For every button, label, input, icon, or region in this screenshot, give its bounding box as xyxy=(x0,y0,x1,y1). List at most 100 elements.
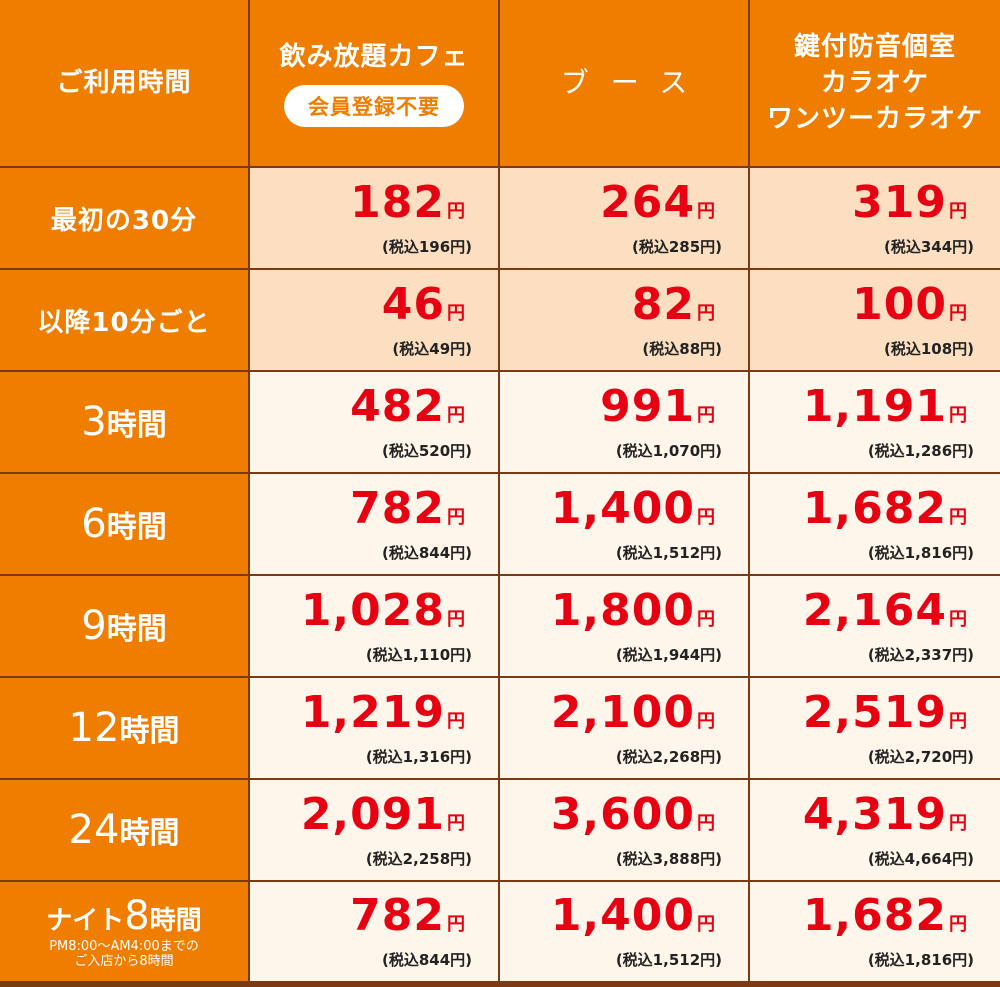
yen-unit: 円 xyxy=(447,608,466,630)
price-tax-included: (税込1,070円) xyxy=(615,441,722,460)
row-hours: 3 xyxy=(81,399,107,445)
price-tax-included: (税込88円) xyxy=(642,339,722,358)
row-hours: 6 xyxy=(81,501,107,547)
price-value: 319 xyxy=(852,176,947,228)
price-cell: 1,219 円 (税込1,316円) xyxy=(250,678,500,780)
yen-unit: 円 xyxy=(949,506,968,528)
price-tax-included: (税込2,720円) xyxy=(867,747,974,766)
row-hours: 12 xyxy=(68,705,120,751)
yen-unit: 円 xyxy=(697,812,716,834)
price-cell: 264 円 (税込285円) xyxy=(500,168,750,270)
header-usage-time-label: ご利用時間 xyxy=(56,68,192,98)
yen-unit: 円 xyxy=(447,200,466,222)
price-cell: 2,519 円 (税込2,720円) xyxy=(750,678,1000,780)
price-tax-included: (税込1,512円) xyxy=(615,543,722,562)
price-cell: 100 円 (税込108円) xyxy=(750,270,1000,372)
price-cell: 319 円 (税込344円) xyxy=(750,168,1000,270)
price-value: 2,100 xyxy=(550,686,695,738)
price-value: 1,400 xyxy=(550,890,695,941)
header-cafe: 飲み放題カフェ 会員登録不要 xyxy=(250,0,500,168)
night-hours: 8 xyxy=(124,892,150,939)
header-usage-time: ご利用時間 xyxy=(0,0,250,168)
price-main: 782 円 xyxy=(350,893,466,948)
header-booth-label: ブース xyxy=(560,66,710,99)
row-unit: 時間 xyxy=(106,510,167,545)
price-cell: 3,600 円 (税込3,888円) xyxy=(500,780,750,882)
yen-unit: 円 xyxy=(697,608,716,630)
price-main: 991 円 xyxy=(600,380,716,439)
yen-unit: 円 xyxy=(697,710,716,732)
price-value: 82 xyxy=(631,278,695,330)
header-karaoke-line1: 鍵付防音個室 xyxy=(793,32,956,62)
yen-unit: 円 xyxy=(949,914,968,935)
row-label: 12時間 xyxy=(0,678,250,780)
row-label-text: 以降10分ごと xyxy=(37,307,211,338)
price-value: 1,191 xyxy=(802,380,947,432)
price-main: 1,028 円 xyxy=(301,587,466,643)
price-tax-included: (税込344円) xyxy=(883,237,974,256)
price-cell: 2,091 円 (税込2,258円) xyxy=(250,780,500,882)
price-tax-included: (税込520円) xyxy=(381,441,472,460)
header-cafe-label: 飲み放題カフェ xyxy=(279,42,469,72)
yen-unit: 円 xyxy=(697,404,716,426)
price-cell: 82 円 (税込88円) xyxy=(500,270,750,372)
night-note-line2: ご入店から8時間 xyxy=(74,953,174,969)
yen-unit: 円 xyxy=(949,608,968,630)
night-unit: 時間 xyxy=(149,905,202,936)
yen-unit: 円 xyxy=(949,302,968,324)
price-tax-included: (税込285円) xyxy=(631,237,722,256)
price-main: 82 円 xyxy=(631,278,716,337)
yen-unit: 円 xyxy=(697,302,716,324)
price-value: 482 xyxy=(350,380,445,432)
price-tax-included: (税込1,286円) xyxy=(867,441,974,460)
price-main: 1,191 円 xyxy=(802,380,968,439)
price-main: 1,800 円 xyxy=(551,587,716,643)
price-value: 2,519 xyxy=(802,686,947,738)
yen-unit: 円 xyxy=(447,506,466,528)
price-tax-included: (税込1,110円) xyxy=(365,645,472,664)
price-tax-included: (税込1,816円) xyxy=(867,951,974,969)
row-label-text: 最初の30分 xyxy=(50,205,198,236)
price-value: 1,682 xyxy=(802,890,947,941)
price-tax-included: (税込108円) xyxy=(883,339,974,358)
price-main: 46 円 xyxy=(382,281,466,337)
price-tax-included: (税込1,944円) xyxy=(615,645,722,664)
price-main: 2,100 円 xyxy=(550,686,716,745)
price-value: 2,164 xyxy=(802,584,947,636)
price-value: 1,400 xyxy=(550,482,695,534)
price-value: 991 xyxy=(600,380,695,432)
yen-unit: 円 xyxy=(447,404,466,426)
price-tax-included: (税込196円) xyxy=(381,237,472,256)
price-value: 3,600 xyxy=(550,788,695,840)
row-label: 6時間 xyxy=(0,474,250,576)
night-prefix: ナイト xyxy=(46,905,125,936)
price-cell: 1,028 円 (税込1,110円) xyxy=(250,576,500,678)
yen-unit: 円 xyxy=(949,710,968,732)
price-cell: 991 円 (税込1,070円) xyxy=(500,372,750,474)
price-main: 1,400 円 xyxy=(551,893,716,948)
price-tax-included: (税込4,664円) xyxy=(867,849,974,868)
price-cell: 782 円 (税込844円) xyxy=(250,882,500,983)
price-value: 100 xyxy=(852,278,947,330)
price-value: 264 xyxy=(600,176,695,228)
price-main: 182 円 xyxy=(350,179,466,235)
price-tax-included: (税込3,888円) xyxy=(615,849,722,868)
row-label: 以降10分ごと xyxy=(0,270,250,372)
price-value: 1,682 xyxy=(802,482,947,534)
price-main: 1,219 円 xyxy=(301,689,466,745)
price-cell: 1,400 円 (税込1,512円) xyxy=(500,474,750,576)
night-note-line1: PM8:00～AM4:00までの xyxy=(49,938,199,954)
yen-unit: 円 xyxy=(697,200,716,222)
price-tax-included: (税込2,258円) xyxy=(365,849,472,868)
price-cell: 1,400 円 (税込1,512円) xyxy=(500,882,750,983)
row-unit: 時間 xyxy=(119,816,180,851)
price-tax-included: (税込49円) xyxy=(392,339,472,358)
yen-unit: 円 xyxy=(697,506,716,528)
price-main: 2,164 円 xyxy=(802,584,968,643)
yen-unit: 円 xyxy=(447,302,466,324)
price-value: 4,319 xyxy=(802,788,947,840)
price-cell: 182 円 (税込196円) xyxy=(250,168,500,270)
price-tax-included: (税込1,816円) xyxy=(867,543,974,562)
row-unit: 時間 xyxy=(119,714,180,749)
